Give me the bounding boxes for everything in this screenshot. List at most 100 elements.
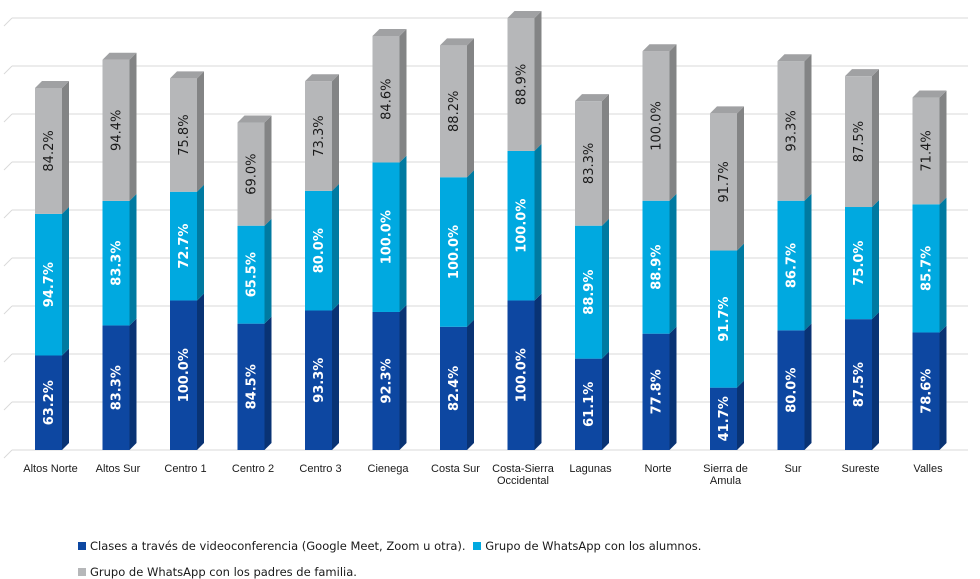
bar-segment xyxy=(507,18,535,151)
bar-segment-side xyxy=(467,319,474,450)
value-label: 100.0% xyxy=(177,348,192,402)
value-label: 88.9% xyxy=(582,270,597,315)
value-label: 77.8% xyxy=(650,369,665,414)
bar-segment-side xyxy=(804,323,812,450)
bar-segment-top xyxy=(575,94,609,102)
legend-label: Grupo de WhatsApp con los padres de fami… xyxy=(90,565,357,579)
bar-segment xyxy=(237,323,265,450)
bar-segment-side xyxy=(737,380,744,450)
bar-segment xyxy=(440,45,467,178)
value-label: 75.0% xyxy=(852,241,867,286)
bar-segment-side xyxy=(332,303,339,450)
bar-segment-side xyxy=(602,218,609,359)
bar-segment-side xyxy=(197,71,204,192)
x-tick-label-line: Altos Sur xyxy=(96,463,141,475)
value-label: 94.7% xyxy=(42,262,57,307)
x-tick-label: Sur xyxy=(784,463,801,475)
bar-segment xyxy=(170,78,197,192)
value-label: 83.3% xyxy=(582,143,597,184)
legend-row-2: Grupo de WhatsApp con los padres de fami… xyxy=(78,565,361,579)
bar-segment xyxy=(237,122,265,226)
bar-segment xyxy=(372,311,400,450)
value-label: 71.4% xyxy=(920,130,935,171)
bar-segment-side xyxy=(264,115,272,226)
value-label: 87.5% xyxy=(852,362,867,407)
x-tick-label: Altos Norte xyxy=(23,463,77,475)
bar-segment xyxy=(170,191,197,301)
bar-segment-top xyxy=(372,28,407,36)
bar-segment-top xyxy=(845,69,879,77)
bar-segment xyxy=(507,150,535,301)
bar-segment-top xyxy=(237,115,272,123)
bar-segment xyxy=(170,300,197,450)
value-label: 100.0% xyxy=(447,225,462,279)
bar-segment-top xyxy=(35,80,69,88)
value-label: 83.3% xyxy=(110,241,125,286)
bar-segment-side xyxy=(534,143,542,301)
value-label: 100.0% xyxy=(515,199,530,253)
x-tick-label: Cienega xyxy=(368,463,410,475)
value-label: 61.1% xyxy=(582,382,597,427)
bar-segment-top xyxy=(507,11,542,18)
legend-swatch-dark-blue xyxy=(78,542,86,550)
value-label: 86.7% xyxy=(785,243,800,288)
bar-segment-side xyxy=(399,155,407,312)
x-tick-label-line: Amula xyxy=(710,475,742,487)
bar-segment xyxy=(710,250,737,388)
bar-segment xyxy=(372,162,400,312)
x-tick-label-line: Cienega xyxy=(368,463,410,475)
bars xyxy=(35,11,947,450)
value-label: 88.9% xyxy=(650,245,665,290)
grid-line-tick xyxy=(3,17,13,27)
legend-label: Grupo de WhatsApp con los alumnos. xyxy=(485,539,702,553)
bar-segment xyxy=(912,204,940,333)
bar-segment xyxy=(102,325,130,450)
stacked-bar-chart: 63.2% 94.7% 84.2% 83.3% 83.3% 94.4% 100.0% 72.7… xyxy=(3,11,968,487)
bar-segment-side xyxy=(264,218,272,324)
bar-segment xyxy=(710,387,737,450)
value-label: 100.0% xyxy=(380,210,395,264)
bar-segment xyxy=(710,113,737,251)
value-label: 93.3% xyxy=(785,110,800,151)
grid-line-tick xyxy=(3,257,13,267)
value-label: 41.7% xyxy=(717,396,732,441)
x-tick-label: Norte xyxy=(645,463,672,475)
bar-segment-top xyxy=(102,52,137,60)
legend-item-videoconferencia: Clases a través de videoconferencia (Goo… xyxy=(78,539,466,553)
bar-segment-side xyxy=(804,54,812,201)
legend-swatch-gray xyxy=(78,568,86,576)
value-label: 63.2% xyxy=(42,380,57,425)
legend-item-whatsapp-alumnos: Grupo de WhatsApp con los alumnos. xyxy=(473,539,701,553)
grid-line-tick xyxy=(3,65,13,75)
x-tick-label: Centro 2 xyxy=(232,463,274,475)
x-tick-label: Lagunas xyxy=(569,463,612,475)
x-tick-label-line: Centro 2 xyxy=(232,463,274,475)
bar-segment xyxy=(777,200,805,331)
x-tick-label: Centro 1 xyxy=(164,463,206,475)
bar-segment xyxy=(575,225,602,359)
value-label: 65.5% xyxy=(245,252,260,297)
bar-segment-side xyxy=(197,293,204,450)
bar-segment-side xyxy=(804,193,812,331)
x-tick-label-line: Lagunas xyxy=(569,463,612,475)
bar-segment-side xyxy=(939,90,947,205)
legend-item-whatsapp-padres: Grupo de WhatsApp con los padres de fami… xyxy=(78,565,357,579)
x-tick-label: Valles xyxy=(913,463,943,475)
value-label: 88.2% xyxy=(447,91,462,132)
bar-segment-side xyxy=(62,348,69,450)
bar-segment xyxy=(575,358,602,450)
bar-segment xyxy=(777,61,805,201)
bar-segment-side xyxy=(332,74,339,191)
value-label: 80.0% xyxy=(785,368,800,413)
grid-line-tick xyxy=(3,209,13,219)
x-tick-label-line: Altos Norte xyxy=(23,463,77,475)
value-label: 91.7% xyxy=(717,297,732,342)
value-label: 92.3% xyxy=(380,358,395,403)
x-axis-labels: Altos Norte Altos Sur Centro 1 Centro 2 Cent… xyxy=(23,463,943,487)
value-label: 84.5% xyxy=(245,364,260,409)
value-label: 88.9% xyxy=(515,64,530,105)
legend-swatch-light-blue xyxy=(473,542,482,550)
bar-segment xyxy=(912,97,940,205)
x-tick-label-line: Centro 3 xyxy=(299,463,341,475)
bar-segment-side xyxy=(467,170,474,327)
